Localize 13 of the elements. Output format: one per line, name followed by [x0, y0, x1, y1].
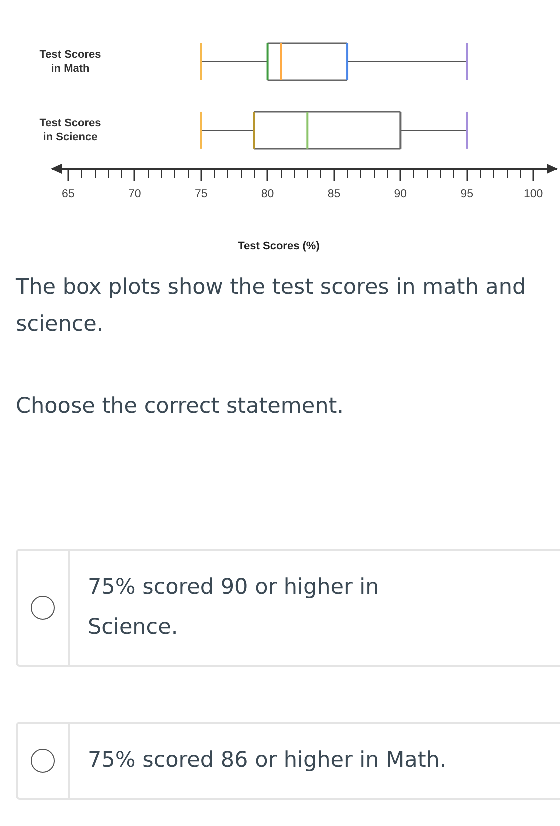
y-tick-label: Test Scores in Science	[40, 117, 102, 144]
text: The box plots show the test scores in math and science.	[16, 274, 528, 339]
y-tick-label: Test Scores in Math	[40, 48, 102, 76]
text: Choose the correct statement.	[16, 393, 345, 421]
x-tick-label: 80	[261, 188, 274, 200]
x-tick-label: 70	[128, 188, 142, 200]
x-tick-label: 90	[394, 188, 408, 200]
x-tick-label: 85	[328, 188, 341, 200]
x-tick-label: 100	[524, 188, 544, 200]
x-tick-label: 65	[62, 188, 75, 200]
x-tick-label: 75	[194, 188, 208, 200]
x-axis-title: Test Scores (%)	[238, 240, 320, 252]
x-tick-label: 95	[460, 188, 474, 200]
